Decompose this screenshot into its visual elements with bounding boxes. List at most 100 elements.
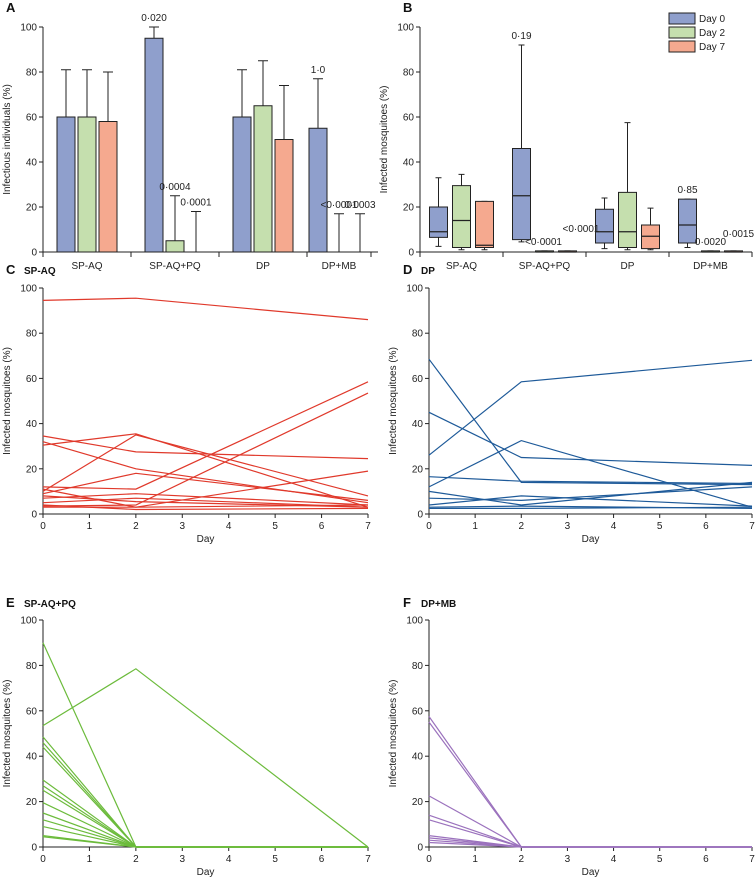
x-tick-label: 3	[565, 854, 571, 865]
x-tick-label: 1	[472, 521, 478, 532]
p-value-label: 0·0020	[695, 237, 727, 248]
panel-label: B	[403, 0, 412, 15]
x-axis-label: Day	[582, 534, 600, 545]
x-tick-label: 2	[519, 521, 525, 532]
x-tick-label: 7	[365, 521, 371, 532]
y-axis-label: Infected mosquitoes (%)	[2, 347, 13, 455]
x-tick-label: 0	[40, 521, 46, 532]
box	[512, 148, 531, 241]
x-tick-label: 5	[657, 854, 663, 865]
series-line	[42, 504, 369, 511]
y-tick-label: 80	[26, 329, 38, 340]
panel-label: A	[6, 0, 16, 15]
x-category-label: SP-AQ+PQ	[519, 261, 571, 272]
x-category-label: SP-AQ	[71, 261, 102, 272]
y-tick-label: 100	[397, 23, 414, 34]
bar	[308, 127, 328, 253]
p-value-label: 0·0015	[723, 229, 755, 240]
p-value-label: 0·0004	[159, 182, 191, 193]
series-line	[42, 495, 369, 508]
series-line	[428, 837, 752, 848]
bar	[232, 116, 252, 253]
x-axis-label: Day	[197, 867, 215, 878]
p-value-label: <0·0001	[525, 237, 562, 248]
legend-swatch	[668, 26, 696, 39]
y-tick-label: 40	[26, 419, 38, 430]
legend-swatch	[668, 12, 696, 25]
y-tick-label: 100	[20, 284, 37, 295]
series-line	[428, 486, 753, 502]
y-tick-label: 60	[412, 374, 424, 385]
p-value-label: 0·85	[677, 185, 697, 196]
series-line	[428, 358, 753, 486]
panel-title: SP-AQ	[24, 266, 56, 277]
x-tick-label: 2	[519, 854, 525, 865]
bar	[253, 105, 273, 253]
y-tick-label: 80	[26, 661, 38, 672]
y-tick-label: 20	[26, 203, 38, 214]
series-line	[42, 836, 368, 848]
x-category-label: DP+MB	[693, 261, 728, 272]
p-value-label: 0·0001	[180, 198, 212, 209]
bar	[56, 116, 76, 253]
y-tick-label: 60	[412, 706, 424, 717]
x-axis-label: Day	[582, 867, 600, 878]
x-tick-label: 7	[749, 521, 755, 532]
y-tick-label: 40	[412, 752, 424, 763]
legend-label: Day 0	[699, 14, 726, 25]
box	[429, 206, 448, 238]
x-tick-label: 4	[611, 854, 617, 865]
y-tick-label: 0	[31, 510, 37, 521]
x-tick-label: 0	[40, 854, 46, 865]
p-value-label: 1·0	[311, 65, 326, 76]
p-value-label: <0·0001	[321, 200, 358, 211]
x-tick-label: 6	[319, 854, 325, 865]
x-tick-label: 0	[426, 854, 432, 865]
x-axis-label: Day	[197, 534, 215, 545]
x-tick-label: 5	[272, 521, 278, 532]
panel-label: D	[403, 262, 412, 277]
box	[595, 208, 614, 244]
series-line	[42, 441, 369, 504]
y-tick-label: 40	[26, 752, 38, 763]
series-line	[428, 476, 753, 485]
x-tick-label: 6	[703, 854, 709, 865]
p-value-label: 0·19	[511, 31, 531, 42]
y-tick-label: 60	[26, 113, 38, 124]
x-tick-label: 6	[319, 521, 325, 532]
x-category-label: DP	[256, 261, 270, 272]
series-line	[42, 819, 368, 848]
series-line	[42, 472, 369, 501]
y-tick-label: 40	[403, 158, 415, 169]
x-tick-label: 3	[565, 521, 571, 532]
y-tick-label: 0	[417, 510, 423, 521]
y-axis-label: Infected mosquitoes (%)	[379, 86, 390, 194]
x-tick-label: 4	[611, 521, 617, 532]
y-tick-label: 40	[412, 419, 424, 430]
panel-label: C	[6, 262, 16, 277]
y-axis-label: Infectious individuals (%)	[2, 84, 13, 195]
bar	[98, 121, 118, 253]
series-line	[42, 826, 368, 848]
series-line	[42, 434, 369, 497]
panel-label: F	[403, 595, 411, 610]
y-axis-label: Infected mosquitoes (%)	[388, 347, 399, 455]
x-tick-label: 5	[657, 521, 663, 532]
x-tick-label: 1	[87, 521, 93, 532]
y-tick-label: 60	[26, 706, 38, 717]
bar	[165, 240, 185, 253]
series-line	[428, 439, 753, 508]
y-tick-label: 20	[403, 203, 415, 214]
series-line	[428, 841, 752, 848]
x-tick-label: 7	[365, 854, 371, 865]
series-line	[428, 359, 753, 456]
legend-label: Day 2	[699, 28, 726, 39]
x-category-label: DP	[621, 261, 635, 272]
series-line	[42, 668, 369, 848]
y-tick-label: 0	[408, 248, 414, 259]
panel-title: SP-AQ+PQ	[24, 599, 76, 610]
series-line	[42, 392, 369, 507]
x-tick-label: 0	[426, 521, 432, 532]
series-line	[42, 642, 368, 848]
legend-label: Day 7	[699, 42, 726, 53]
